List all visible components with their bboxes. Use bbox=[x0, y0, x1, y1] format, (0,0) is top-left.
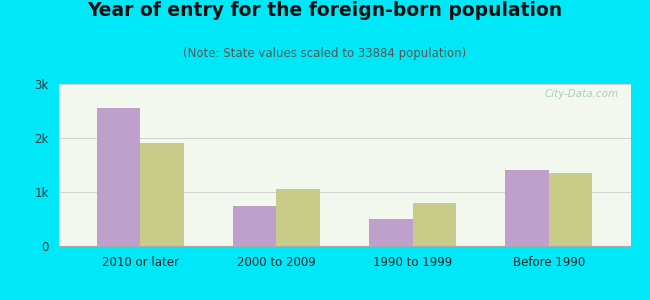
Bar bbox=[505, 170, 549, 246]
Bar bbox=[369, 219, 413, 246]
Text: (Note: State values scaled to 33884 population): (Note: State values scaled to 33884 popu… bbox=[183, 46, 467, 59]
Bar bbox=[549, 173, 592, 246]
Bar bbox=[140, 143, 184, 246]
Bar bbox=[413, 203, 456, 246]
Bar bbox=[97, 108, 140, 246]
Bar bbox=[276, 189, 320, 246]
Bar bbox=[233, 206, 276, 246]
Text: City-Data.com: City-Data.com bbox=[545, 89, 619, 99]
Text: Year of entry for the foreign-born population: Year of entry for the foreign-born popul… bbox=[88, 2, 562, 20]
